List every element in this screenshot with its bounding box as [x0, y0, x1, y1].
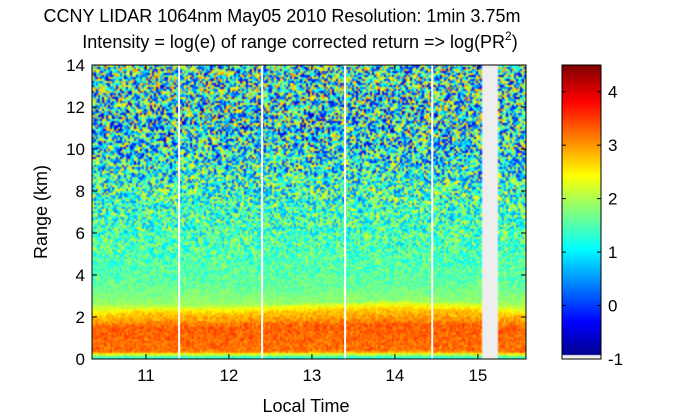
x-tick-label: 15: [468, 366, 487, 385]
data-gaps: [178, 65, 434, 359]
subtitle-prefix: Intensity = log(e) of range corrected re…: [82, 32, 505, 52]
y-tick-label: 0: [76, 350, 85, 369]
y-tick-label: 8: [76, 182, 85, 201]
colorbar-tick-label: 2: [608, 190, 617, 209]
y-tick-label: 10: [66, 140, 85, 159]
chart-subtitle: Intensity = log(e) of range corrected re…: [82, 29, 517, 52]
x-tick-label: 14: [385, 366, 404, 385]
y-tick-label: 6: [76, 224, 85, 243]
colorbar-ticks: -1 0 1 2 3 4: [562, 83, 623, 369]
heatmap-image: [92, 65, 526, 359]
chart-title: CCNY LIDAR 1064nm May05 2010 Resolution:…: [44, 6, 521, 26]
y-tick-label: 2: [76, 308, 85, 327]
x-axis-label: Local Time: [262, 396, 349, 416]
x-tick-label: 12: [219, 366, 238, 385]
colorbar-gradient: [562, 65, 601, 359]
colorbar-tick-label: 0: [608, 297, 617, 316]
y-axis-label: Range (km): [31, 165, 51, 259]
subtitle-superscript: 2: [505, 29, 512, 43]
colorbar-tick-label: -1: [608, 350, 623, 369]
colorbar-tick-label: 3: [608, 136, 617, 155]
plot-frame: [91, 64, 527, 360]
y-tick-label: 12: [66, 98, 85, 117]
y-tick-label: 4: [76, 266, 85, 285]
colorbar-frame: [561, 64, 602, 360]
colorbar-tick-label: 1: [608, 243, 617, 262]
subtitle-suffix: ): [512, 32, 518, 52]
x-tick-label: 13: [302, 366, 321, 385]
y-tick-label: 14: [66, 56, 85, 75]
y-axis-ticks: 0 2 4 6 8 10 12 14: [66, 56, 526, 369]
plot-area: 11 12 13 14 15 0 2 4 6 8 10 12 14: [66, 56, 527, 385]
colorbar: -1 0 1 2 3 4: [561, 64, 623, 369]
x-tick-label: 11: [137, 366, 155, 385]
x-axis-ticks: 11 12 13 14 15: [137, 65, 487, 385]
colorbar-tick-label: 4: [608, 83, 617, 102]
